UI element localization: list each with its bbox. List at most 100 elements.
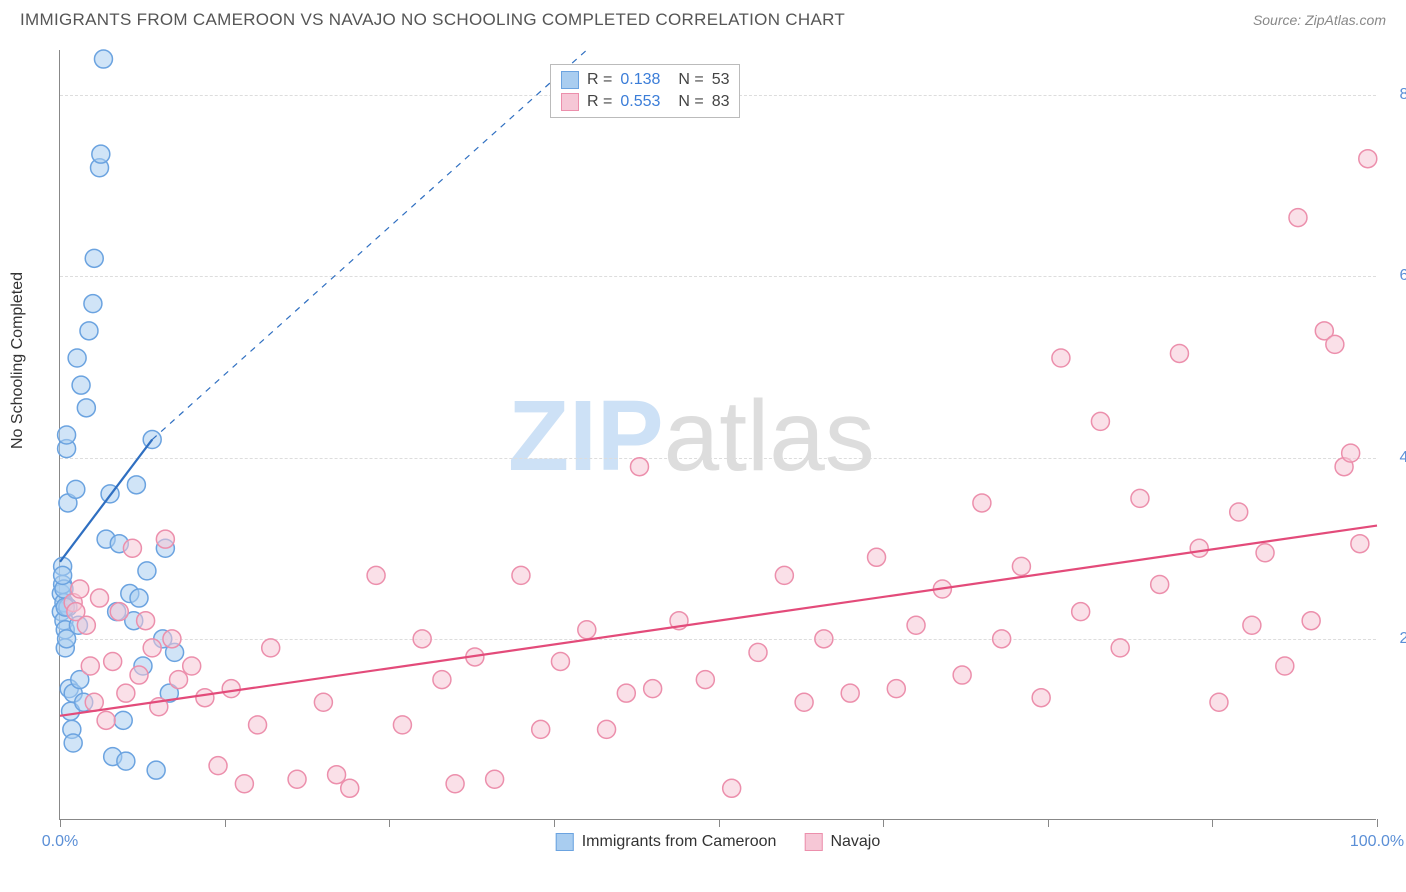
data-point-cameroon bbox=[58, 630, 76, 648]
data-point-navajo bbox=[433, 671, 451, 689]
data-point-cameroon bbox=[138, 562, 156, 580]
data-point-navajo bbox=[97, 711, 115, 729]
legend: Immigrants from Cameroon Navajo bbox=[556, 833, 881, 851]
data-point-navajo bbox=[775, 566, 793, 584]
x-tick-label: 100.0% bbox=[1350, 833, 1404, 851]
data-point-navajo bbox=[841, 684, 859, 702]
data-point-navajo bbox=[328, 766, 346, 784]
data-point-cameroon bbox=[68, 349, 86, 367]
data-point-navajo bbox=[1326, 335, 1344, 353]
data-point-navajo bbox=[1091, 412, 1109, 430]
data-point-navajo bbox=[973, 494, 991, 512]
data-point-navajo bbox=[156, 530, 174, 548]
x-tick bbox=[1048, 819, 1049, 827]
data-point-navajo bbox=[1012, 557, 1030, 575]
data-point-navajo bbox=[130, 666, 148, 684]
data-point-navajo bbox=[1032, 689, 1050, 707]
data-point-navajo bbox=[1190, 539, 1208, 557]
data-point-navajo bbox=[815, 630, 833, 648]
data-point-cameroon bbox=[127, 476, 145, 494]
data-point-navajo bbox=[551, 652, 569, 670]
x-tick bbox=[389, 819, 390, 827]
data-point-navajo bbox=[446, 775, 464, 793]
data-point-navajo bbox=[77, 616, 95, 634]
x-tick bbox=[719, 819, 720, 827]
data-point-navajo bbox=[1289, 209, 1307, 227]
scatter-svg bbox=[60, 50, 1376, 819]
data-point-navajo bbox=[110, 603, 128, 621]
data-point-navajo bbox=[1210, 693, 1228, 711]
data-point-navajo bbox=[104, 652, 122, 670]
stats-row-cameroon: R =0.138N =53 bbox=[561, 69, 729, 91]
data-point-navajo bbox=[578, 621, 596, 639]
data-point-navajo bbox=[486, 770, 504, 788]
data-point-navajo bbox=[413, 630, 431, 648]
data-point-navajo bbox=[532, 720, 550, 738]
data-point-navajo bbox=[993, 630, 1011, 648]
data-point-navajo bbox=[723, 779, 741, 797]
data-point-navajo bbox=[209, 757, 227, 775]
data-point-navajo bbox=[314, 693, 332, 711]
data-point-cameroon bbox=[85, 249, 103, 267]
data-point-navajo bbox=[71, 580, 89, 598]
data-point-navajo bbox=[1151, 575, 1169, 593]
stats-row-navajo: R =0.553N =83 bbox=[561, 91, 729, 113]
data-point-navajo bbox=[183, 657, 201, 675]
data-point-cameroon bbox=[117, 752, 135, 770]
stats-swatch-cameroon bbox=[561, 71, 579, 89]
data-point-navajo bbox=[630, 458, 648, 476]
data-point-navajo bbox=[617, 684, 635, 702]
legend-item-cameroon: Immigrants from Cameroon bbox=[556, 833, 777, 851]
chart-plot-area: ZIPatlas 2.0%4.0%6.0%8.0% 0.0%100.0% R =… bbox=[59, 50, 1376, 820]
data-point-navajo bbox=[137, 612, 155, 630]
data-point-navajo bbox=[1256, 544, 1274, 562]
data-point-navajo bbox=[868, 548, 886, 566]
stats-n-label: N = bbox=[678, 71, 703, 89]
data-point-navajo bbox=[1111, 639, 1129, 657]
data-point-navajo bbox=[91, 589, 109, 607]
stats-n-label: N = bbox=[678, 93, 703, 111]
data-point-navajo bbox=[1276, 657, 1294, 675]
data-point-cameroon bbox=[84, 295, 102, 313]
stats-r-value-cameroon: 0.138 bbox=[620, 71, 670, 89]
correlation-stats-box: R =0.138N =53R =0.553N =83 bbox=[550, 64, 740, 118]
data-point-cameroon bbox=[114, 711, 132, 729]
data-point-cameroon bbox=[80, 322, 98, 340]
stats-swatch-navajo bbox=[561, 93, 579, 111]
stats-r-label: R = bbox=[587, 93, 612, 111]
data-point-navajo bbox=[163, 630, 181, 648]
data-point-navajo bbox=[1131, 489, 1149, 507]
stats-r-value-navajo: 0.553 bbox=[620, 93, 670, 111]
data-point-navajo bbox=[512, 566, 530, 584]
data-point-navajo bbox=[795, 693, 813, 711]
data-point-navajo bbox=[367, 566, 385, 584]
data-point-navajo bbox=[196, 689, 214, 707]
legend-label-cameroon: Immigrants from Cameroon bbox=[582, 833, 777, 851]
chart-title: IMMIGRANTS FROM CAMEROON VS NAVAJO NO SC… bbox=[20, 10, 845, 30]
data-point-navajo bbox=[598, 720, 616, 738]
data-point-navajo bbox=[1243, 616, 1261, 634]
data-point-cameroon bbox=[64, 734, 82, 752]
data-point-cameroon bbox=[92, 145, 110, 163]
legend-label-navajo: Navajo bbox=[830, 833, 880, 851]
data-point-navajo bbox=[81, 657, 99, 675]
data-point-navajo bbox=[1230, 503, 1248, 521]
data-point-navajo bbox=[696, 671, 714, 689]
data-point-cameroon bbox=[72, 376, 90, 394]
data-point-cameroon bbox=[147, 761, 165, 779]
data-point-navajo bbox=[749, 643, 767, 661]
y-axis-label: No Schooling Completed bbox=[9, 272, 27, 449]
data-point-navajo bbox=[1359, 150, 1377, 168]
legend-item-navajo: Navajo bbox=[804, 833, 880, 851]
data-point-cameroon bbox=[77, 399, 95, 417]
data-point-navajo bbox=[1302, 612, 1320, 630]
data-point-navajo bbox=[887, 680, 905, 698]
data-point-cameroon bbox=[94, 50, 112, 68]
legend-swatch-navajo bbox=[804, 833, 822, 851]
x-tick bbox=[60, 819, 61, 827]
data-point-cameroon bbox=[54, 566, 72, 584]
x-tick bbox=[1377, 819, 1378, 827]
data-point-navajo bbox=[1351, 535, 1369, 553]
data-point-navajo bbox=[393, 716, 411, 734]
data-point-navajo bbox=[907, 616, 925, 634]
